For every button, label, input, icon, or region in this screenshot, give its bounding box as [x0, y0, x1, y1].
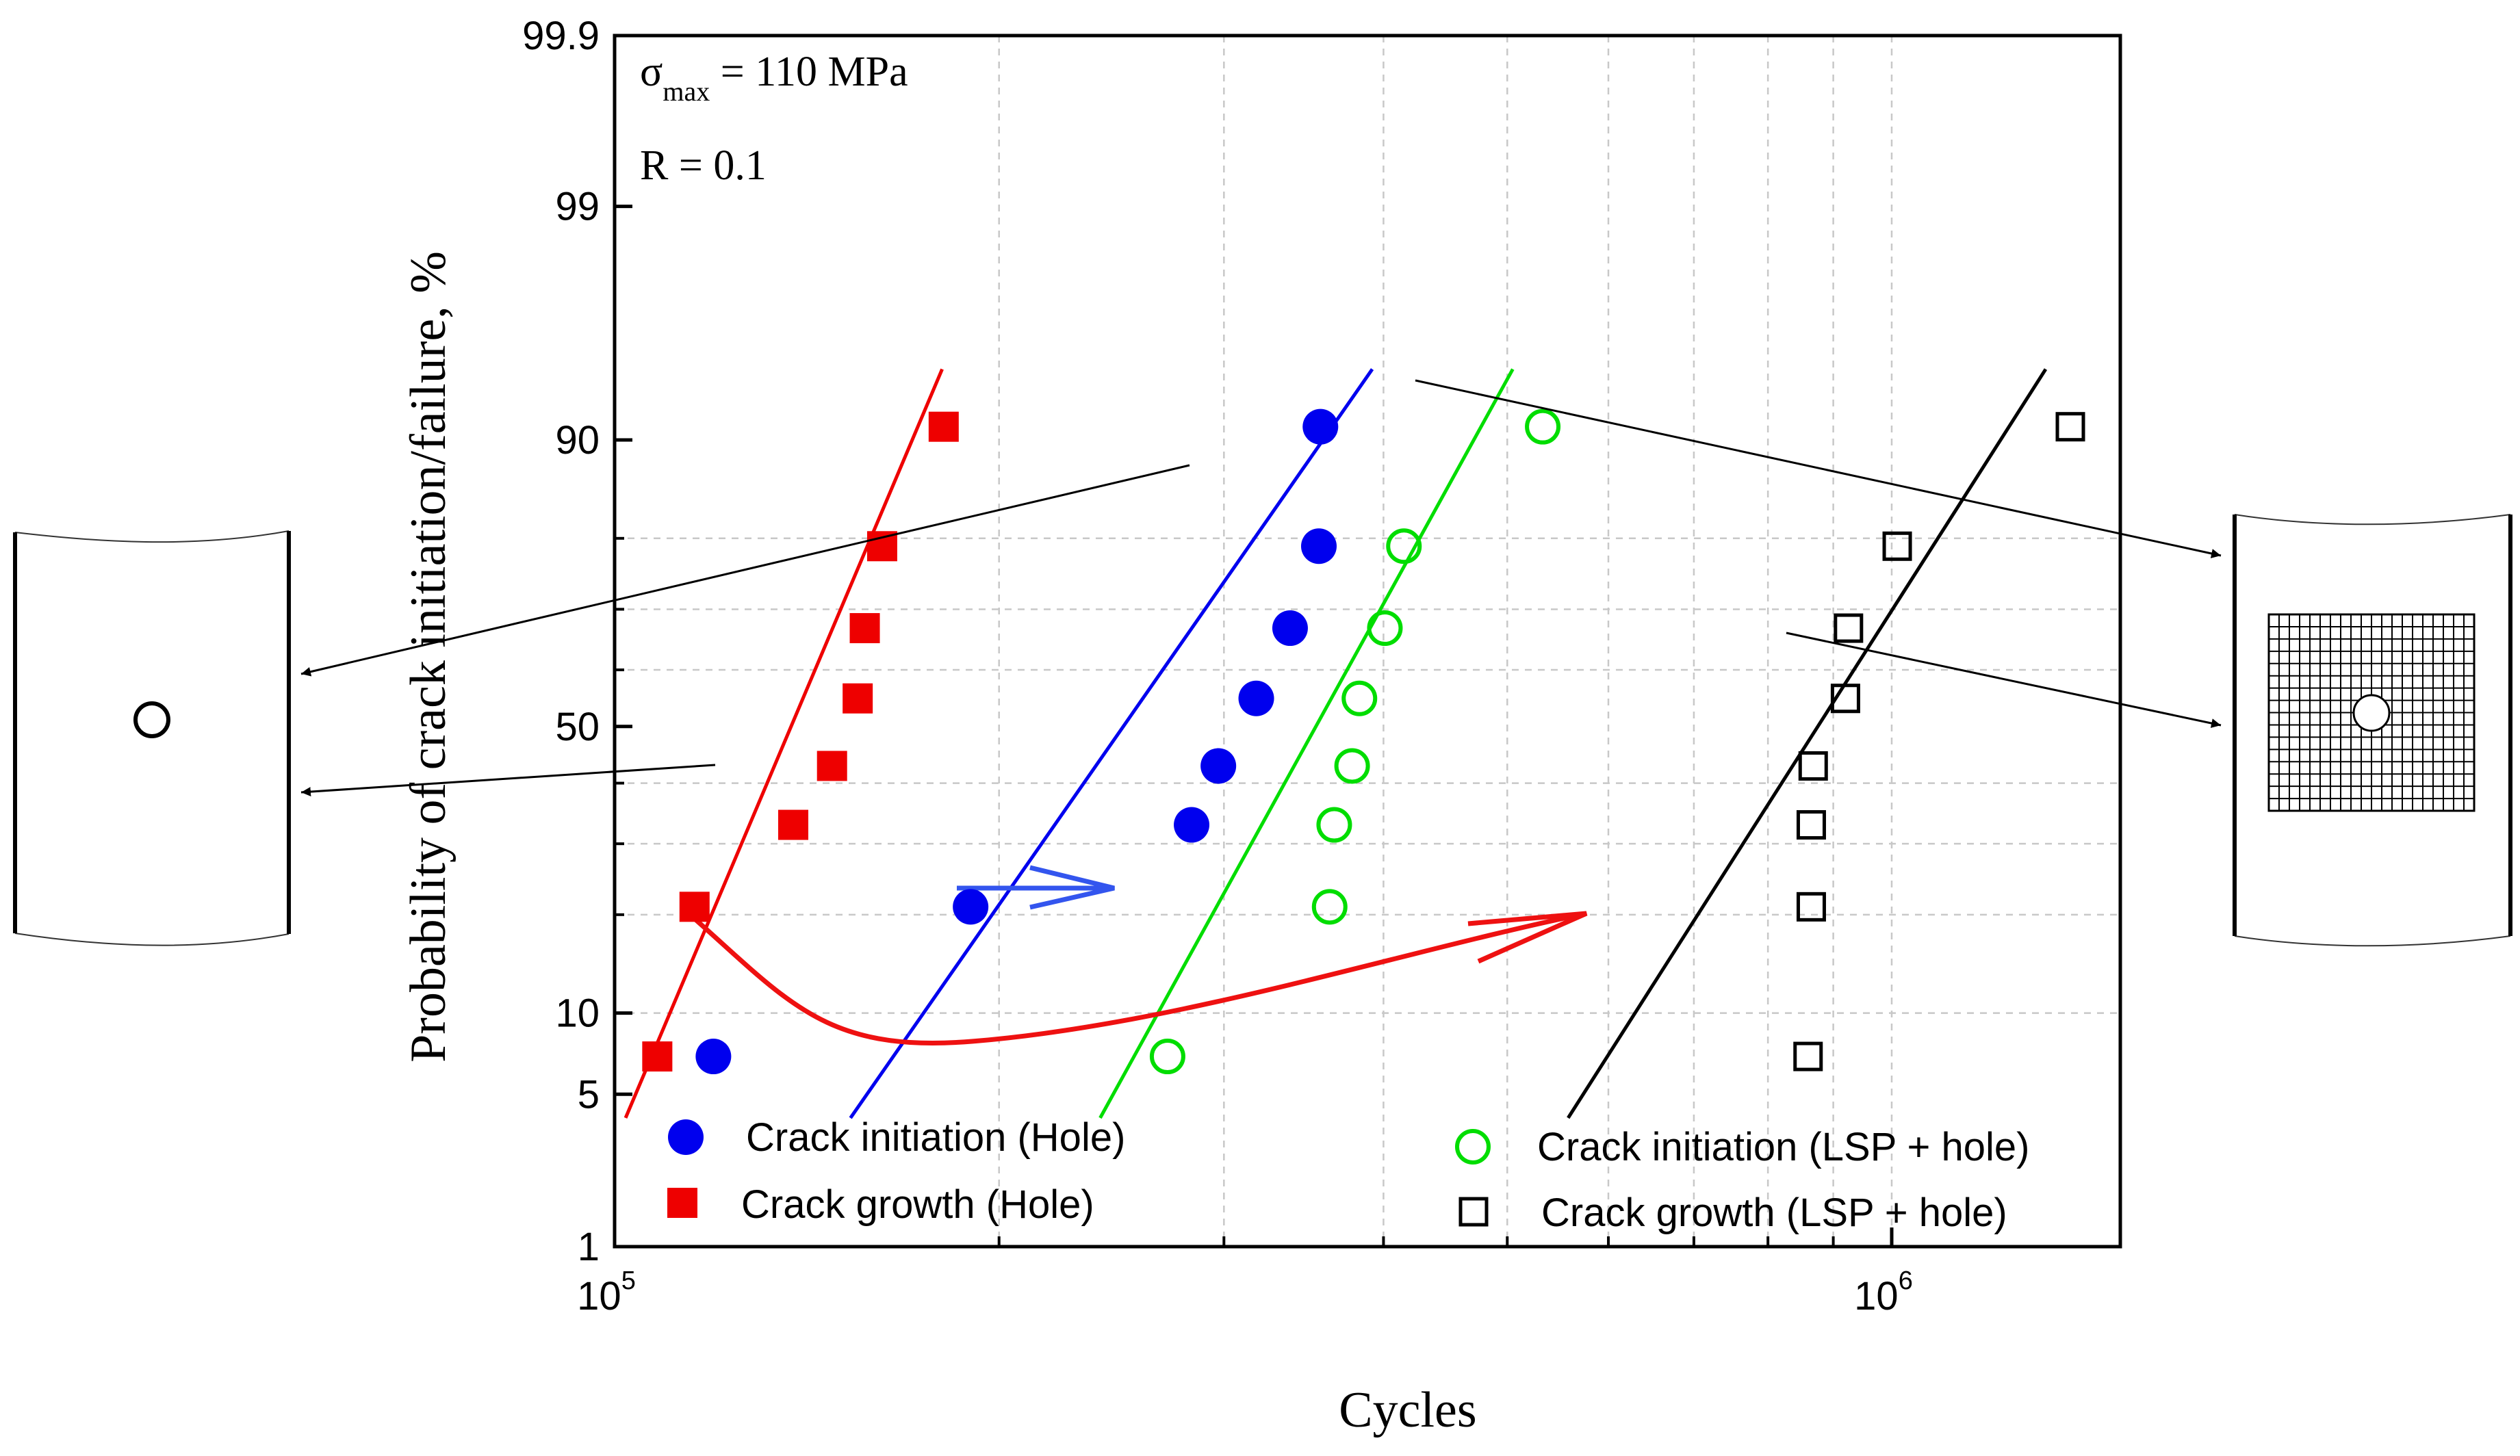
data-point-series-0 — [1200, 748, 1237, 784]
data-markers — [642, 408, 2085, 1075]
data-point-series-2 — [1149, 1039, 1185, 1075]
red-shift-arrow — [681, 907, 1587, 1046]
data-point-series-0 — [1302, 408, 1339, 445]
fit-line-series-0 — [849, 368, 1374, 1119]
y-tick-label: 99 — [555, 185, 600, 229]
x-axis-label: Cycles — [1339, 1382, 1476, 1438]
data-point-series-0 — [1301, 528, 1337, 564]
data-point-series-1 — [817, 751, 847, 781]
data-point-series-1 — [849, 613, 880, 644]
data-point-series-3 — [1882, 531, 1912, 561]
y-axis-label: Probability of crack initiation/failure,… — [400, 251, 457, 1063]
legend-label-crack-growth-lsp: Crack growth (LSP + hole) — [1541, 1191, 2007, 1235]
stress-symbol: σ — [640, 49, 663, 95]
grid-lines — [615, 36, 2120, 1247]
data-point-series-1 — [866, 531, 897, 562]
legend: Crack initiation (Hole) Crack growth (Ho… — [667, 1115, 2029, 1235]
data-point-series-0 — [953, 889, 989, 925]
data-point-series-3 — [2055, 412, 2085, 442]
y-tick-label: 5 — [578, 1072, 600, 1117]
legend-marker-crack-growth-lsp — [1458, 1197, 1489, 1227]
pointer-arrows — [300, 379, 2222, 797]
data-point-series-2 — [1341, 680, 1378, 716]
fit-lines — [623, 368, 2048, 1119]
y-tick-label: 1 — [578, 1225, 600, 1269]
data-point-series-2 — [1367, 610, 1403, 647]
data-point-series-1 — [843, 683, 873, 714]
x-tick-label: 106 — [1854, 1266, 1913, 1318]
legend-label-crack-initiation-lsp: Crack initiation (LSP + hole) — [1537, 1125, 2029, 1169]
data-point-series-0 — [1272, 610, 1308, 647]
legend-label-crack-growth-hole: Crack growth (Hole) — [741, 1182, 1094, 1227]
pointer-arrow-initiation-lsp — [1415, 379, 2222, 558]
data-point-series-3 — [1796, 810, 1826, 840]
plot-frame — [613, 34, 2122, 1249]
data-point-series-3 — [1830, 684, 1860, 714]
data-point-series-2 — [1386, 528, 1422, 564]
specimen-lsp-hole-circle — [2352, 694, 2391, 732]
data-point-series-2 — [1311, 889, 1348, 925]
data-point-series-1 — [778, 809, 809, 840]
stress-subscript: max — [663, 76, 710, 107]
data-point-series-1 — [679, 892, 710, 922]
stress-annotation: σmax = 110 MPa — [640, 49, 908, 107]
data-point-series-3 — [1834, 613, 1864, 643]
specimen-lsp-bottom-edge — [2234, 935, 2511, 947]
data-point-series-3 — [1793, 1041, 1823, 1071]
axes — [613, 34, 2122, 1249]
pointer-arrow-growth-lsp — [1786, 632, 2222, 728]
specimen-hole-top-edge — [14, 530, 290, 543]
tick-labels: 1 5 10 50 90 99 99.9 105 106 — [522, 14, 1913, 1318]
specimen-hole-circle — [133, 701, 170, 738]
data-point-series-0 — [695, 1039, 732, 1075]
shift-arrows — [681, 865, 1588, 1046]
specimen-lsp-top-edge — [2234, 514, 2511, 525]
x-tick-label: 105 — [577, 1266, 636, 1318]
y-tick-label: 90 — [555, 418, 600, 463]
data-point-series-1 — [642, 1041, 673, 1072]
y-tick-label: 99.9 — [522, 14, 600, 58]
data-point-series-0 — [1238, 680, 1274, 716]
fit-line-series-1 — [623, 368, 944, 1119]
fit-line-series-2 — [1098, 368, 1515, 1119]
data-point-series-1 — [928, 411, 959, 442]
legend-marker-crack-initiation-lsp — [1455, 1129, 1491, 1165]
data-point-series-0 — [1174, 807, 1210, 843]
data-point-series-2 — [1334, 748, 1370, 784]
fit-line-series-3 — [1567, 368, 2048, 1119]
red-shift-arrow-head — [1467, 911, 1588, 964]
y-tick-label: 50 — [555, 705, 600, 749]
specimen-hole-bottom-edge — [14, 933, 290, 946]
data-point-series-2 — [1525, 408, 1561, 445]
y-tick-label: 10 — [555, 991, 600, 1036]
pointer-arrow-initiation-hole — [300, 464, 1190, 677]
blue-shift-arrow-head — [1029, 865, 1115, 910]
specimen-hole — [13, 530, 291, 946]
pointer-arrow-growth-hole — [300, 764, 716, 797]
specimen-lsp-hole — [2233, 514, 2512, 947]
stress-value: = 110 MPa — [710, 49, 908, 95]
data-point-series-2 — [1316, 807, 1352, 843]
legend-label-crack-initiation-hole: Crack initiation (Hole) — [746, 1115, 1125, 1160]
data-point-series-3 — [1798, 751, 1828, 781]
legend-marker-crack-growth-hole — [667, 1188, 697, 1218]
data-point-series-3 — [1796, 892, 1826, 922]
ratio-annotation: R = 0.1 — [640, 142, 767, 189]
legend-marker-crack-initiation-hole — [668, 1119, 704, 1155]
